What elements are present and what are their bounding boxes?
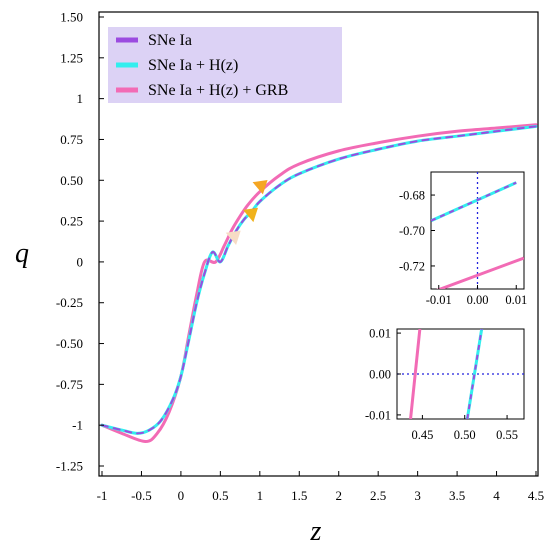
x-tick-label: 3 — [414, 488, 421, 503]
inset-plot-area — [397, 329, 524, 419]
y-axis-title: q — [15, 238, 29, 269]
y-tick-label: -1.25 — [56, 459, 83, 474]
direction-marker-0 — [252, 180, 268, 195]
series-line-0 — [101, 125, 537, 435]
direction-marker-1 — [243, 207, 259, 223]
series-line-2 — [100, 123, 538, 444]
inset-x-tick-label: -0.01 — [426, 293, 452, 307]
x-tick-label: 1.5 — [291, 488, 307, 503]
y-tick-label: -1 — [72, 418, 83, 433]
legend-label-sne: SNe Ia — [148, 32, 192, 49]
x-tick-label: 4 — [493, 488, 500, 503]
x-tick-label: 1 — [257, 488, 264, 503]
inset-top-frame — [430, 171, 525, 290]
x-tick-label: 3.5 — [449, 488, 465, 503]
direction-marker-2 — [225, 230, 241, 245]
legend: SNe Ia SNe Ia + H(z) SNe Ia + H(z) + GRB — [108, 27, 342, 103]
legend-background — [108, 27, 342, 103]
y-tick-label: 1.50 — [60, 10, 83, 25]
inset-x-tick-label: 0.55 — [496, 428, 518, 442]
y-tick-label: 0 — [77, 254, 84, 269]
inset-y-tick-label: 0.01 — [369, 327, 391, 341]
inset-y-tick-label: 0.00 — [369, 368, 391, 382]
inset-series-line-1 — [465, 329, 484, 419]
legend-label-sne-hz: SNe Ia + H(z) — [148, 57, 238, 74]
inset-x-tick-label: 0.00 — [467, 293, 489, 307]
x-tick-label: 0 — [178, 488, 185, 503]
inset-y-tick-label: -0.70 — [399, 224, 425, 238]
inset-series-line-2 — [409, 329, 422, 419]
inset-x-tick-label: 0.50 — [454, 428, 476, 442]
y-tick-label: 1 — [77, 91, 84, 106]
inset-bottom-content: 0.45 0.50 0.55 0.01 0.00 -0.01 — [365, 327, 524, 442]
inset-top-content: -0.01 0.00 0.01 -0.68 -0.70 -0.72 — [399, 172, 527, 307]
y-tick-label: -0.75 — [56, 377, 83, 392]
inset-series-line-2 — [436, 256, 524, 289]
inset-y-tick-label: -0.72 — [399, 259, 425, 273]
inset-y-tick-label: -0.01 — [365, 408, 391, 422]
y-tick-label: -0.50 — [56, 336, 83, 351]
x-tick-label: 0.5 — [212, 488, 228, 503]
y-tick-label: -0.25 — [56, 295, 83, 310]
x-tick-label: 4.5 — [528, 488, 544, 503]
x-tick-label: 2 — [335, 488, 342, 503]
inset-x-tick-label: 0.45 — [411, 428, 433, 442]
inset-bottom: 0.45 0.50 0.55 0.01 0.00 -0.01 — [365, 327, 525, 442]
plot-frame — [98, 11, 539, 477]
y-tick-label: 1.25 — [60, 50, 83, 65]
legend-label-sne-hz-grb: SNe Ia + H(z) + GRB — [148, 82, 288, 99]
main-series-group — [100, 123, 538, 444]
y-axis-ticks: 1.50 1.25 1 0.75 0.50 0.25 0 -0.25 -0.50 -0.75 -1 -… — [56, 10, 104, 474]
x-tick-label: 2.5 — [370, 488, 386, 503]
x-tick-label: -1 — [97, 488, 108, 503]
x-tick-label: -0.5 — [131, 488, 152, 503]
x-axis-title: z — [310, 516, 322, 547]
y-tick-label: 0.25 — [60, 214, 83, 229]
inset-x-tick-label: 0.01 — [505, 293, 527, 307]
inset-top: -0.01 0.00 0.01 -0.68 -0.70 -0.72 — [399, 171, 527, 307]
inset-series-line-1 — [431, 181, 517, 223]
y-tick-label: 0.50 — [60, 173, 83, 188]
y-tick-label: 0.75 — [60, 132, 83, 147]
inset-plot-area — [431, 172, 524, 289]
x-axis-ticks: -1 -0.5 0 0.5 1 1.5 2 2.5 3 3.5 4 4.5 — [97, 471, 544, 503]
inset-y-tick-label: -0.68 — [399, 189, 425, 203]
direction-markers — [225, 180, 268, 245]
